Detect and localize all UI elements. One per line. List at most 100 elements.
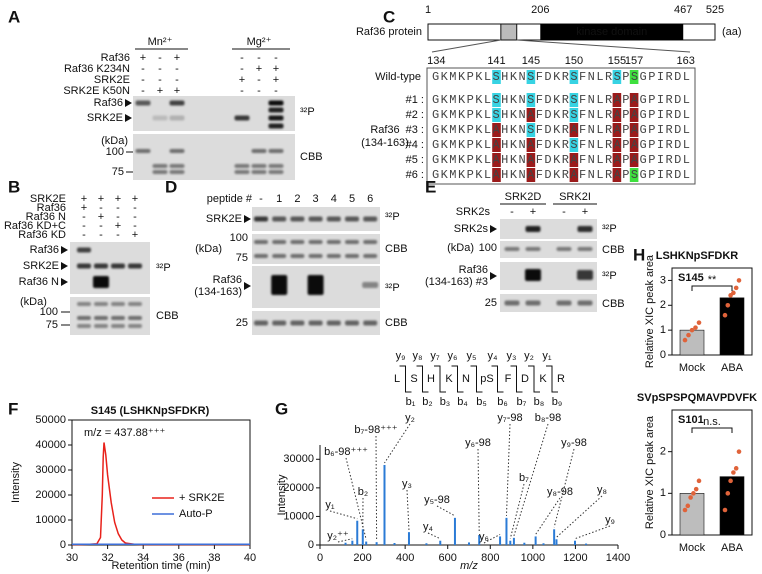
residue: K <box>539 373 547 385</box>
band <box>234 164 250 168</box>
pointer <box>244 215 251 223</box>
leader-line <box>477 448 480 534</box>
y-ion: y₉ <box>396 350 406 362</box>
row-label: #1 : <box>406 94 424 106</box>
legend-label: + SRK2E <box>179 492 225 504</box>
band <box>363 320 378 326</box>
data-point <box>725 491 731 496</box>
y-tick-label: 3 <box>660 274 666 286</box>
y-tick-label: 0 <box>660 529 666 541</box>
sign: - <box>257 85 261 97</box>
band <box>169 170 185 174</box>
band <box>268 164 284 168</box>
pointer <box>244 282 251 290</box>
y-ion: y₁ <box>542 350 552 362</box>
marker-label: 100 <box>230 232 248 244</box>
band <box>577 247 593 251</box>
sign: + <box>174 85 180 97</box>
x-tick-label: Mock <box>679 542 706 554</box>
residue: R <box>557 373 565 385</box>
leader-line <box>427 532 441 540</box>
leader-line <box>375 435 378 541</box>
y-ion: y₃ <box>507 350 517 362</box>
data-point <box>688 495 693 500</box>
y-ion: y₄ <box>488 350 499 362</box>
sign: + <box>98 211 104 223</box>
band <box>94 316 108 320</box>
chart-title: SVpSPSPQMAVPDVFK <box>637 392 757 404</box>
band <box>268 123 284 129</box>
pointer <box>61 246 68 254</box>
band <box>363 240 378 244</box>
leader-line <box>483 533 501 544</box>
band <box>308 216 323 222</box>
construct-label: Raf36 <box>370 124 399 136</box>
site-highlight <box>612 108 622 122</box>
cleavage-mark <box>451 365 464 393</box>
site-highlight <box>629 93 639 107</box>
chart-title: LSHKNpSFDKR <box>656 250 739 262</box>
kda-label: (kDa) <box>447 242 474 254</box>
pointer <box>490 225 497 233</box>
band <box>254 254 268 258</box>
blot-label: ³²P <box>300 106 315 118</box>
leader-line <box>505 423 511 516</box>
plot-frame <box>671 409 753 536</box>
peak-label: y₂⁺⁺ <box>327 530 349 542</box>
row-label: Wild-type <box>375 71 421 83</box>
band <box>169 149 185 153</box>
sign: + <box>132 229 138 241</box>
bar <box>679 329 705 356</box>
band <box>111 316 125 320</box>
sign: - <box>82 211 86 223</box>
y-ion: y₅ <box>467 350 477 362</box>
peak-label: y₈ <box>597 484 607 496</box>
peak-label: b₈-98 <box>535 412 562 424</box>
x-tick-label: 1200 <box>563 552 587 564</box>
sign: - <box>99 202 103 214</box>
site-highlight <box>629 108 639 122</box>
sign: - <box>158 74 162 86</box>
sign: - <box>116 211 120 223</box>
site-highlight <box>526 138 536 152</box>
band <box>525 247 541 251</box>
sign: - <box>510 206 514 218</box>
band <box>152 164 168 168</box>
band <box>577 270 593 280</box>
row-label: Raf36 KD+C <box>4 220 66 232</box>
sign: - <box>175 63 179 75</box>
sign: - <box>240 85 244 97</box>
cleavage-mark <box>510 365 523 393</box>
y-tick-label: 50000 <box>35 414 66 426</box>
band <box>234 115 250 121</box>
band <box>525 300 541 306</box>
residue-number: 467 <box>674 4 692 16</box>
sign: - <box>240 52 244 64</box>
lane-label: - <box>259 193 263 205</box>
sign: - <box>158 52 162 64</box>
band <box>234 170 250 174</box>
pointer <box>125 99 132 107</box>
band-label: Raf36 <box>94 97 123 109</box>
cleavage-mark <box>528 365 540 393</box>
data-point <box>733 466 739 471</box>
panel-label: D <box>165 177 177 196</box>
leader-line <box>535 497 561 535</box>
site-label: S145 <box>678 272 704 284</box>
blot <box>500 241 597 258</box>
lane-label: 4 <box>331 193 337 205</box>
group-label: SRK2D <box>505 191 542 203</box>
sign: - <box>82 229 86 241</box>
band <box>308 240 323 244</box>
leader-line <box>329 510 358 520</box>
b-ion: b₂ <box>422 396 432 408</box>
leader-line <box>509 483 525 539</box>
band <box>577 226 593 232</box>
site-highlight <box>526 70 536 84</box>
band <box>268 107 284 113</box>
band-label: SRK2E <box>87 112 123 124</box>
site-highlight <box>569 93 579 107</box>
band <box>254 240 268 244</box>
band <box>504 300 520 306</box>
